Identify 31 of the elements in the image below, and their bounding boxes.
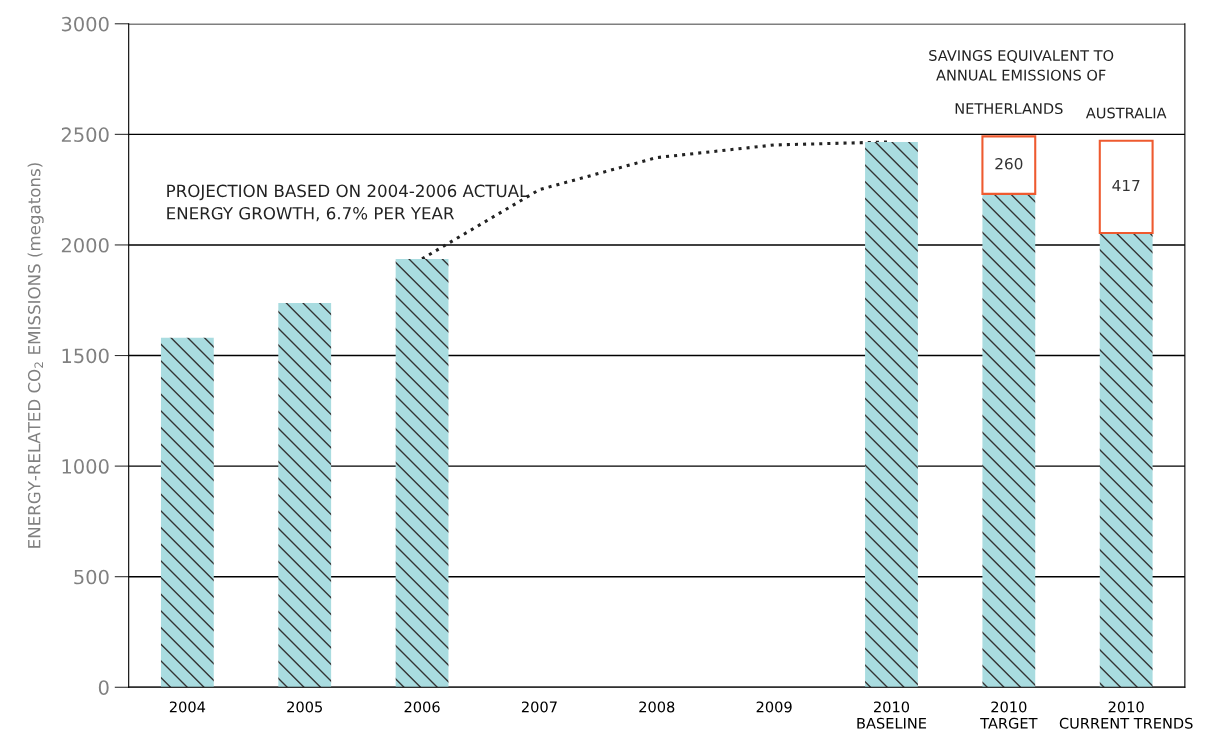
x-tick-label: 2009 — [756, 701, 792, 713]
annotation: NETHERLANDS — [955, 103, 1063, 115]
annotation: PROJECTION BASED ON 2004-2006 ACTUAL ENERGY GROWTH, 6.7% PER YEAR — [167, 184, 529, 222]
bar — [865, 141, 918, 688]
x-tick-label: 2010 BASELINE — [857, 701, 927, 729]
data-label: 417 — [1112, 179, 1140, 192]
x-tick-label: 2007 — [521, 701, 557, 713]
bar — [160, 337, 214, 688]
y-tick-label: 500 — [74, 569, 109, 585]
bar — [982, 193, 1036, 688]
bar — [981, 135, 1037, 195]
y-tick-label: 2500 — [61, 127, 109, 143]
x-tick-label: 2005 — [287, 701, 322, 713]
y-axis-title: ENERGY-RELATED CO$_{2}$ EMISSIONS (megatons) — [27, 163, 44, 548]
y-tick-label: 0 — [98, 680, 109, 695]
x-tick-label: 2006 — [404, 701, 440, 713]
bar — [395, 258, 449, 688]
data-label: 260 — [995, 157, 1023, 170]
y-tick-label: 3000 — [61, 16, 109, 32]
x-tick-label: 2010 TARGET — [980, 701, 1038, 729]
y-tick-label: 1500 — [62, 348, 109, 364]
x-tick-label: 2004 — [169, 701, 206, 713]
x-tick-label: 2010 CURRENT TRENDS — [1059, 701, 1193, 729]
annotation: SAVINGS EQUIVALENT TO ANNUAL EMISSIONS OF — [929, 49, 1114, 81]
x-tick-label: 2008 — [639, 701, 675, 713]
bar — [1098, 139, 1154, 235]
bar — [1099, 233, 1153, 688]
y-tick-label: 1000 — [62, 459, 109, 474]
annotation: AUSTRALIA — [1085, 107, 1167, 119]
y-tick-label: 2000 — [61, 237, 109, 253]
bar — [278, 302, 332, 688]
